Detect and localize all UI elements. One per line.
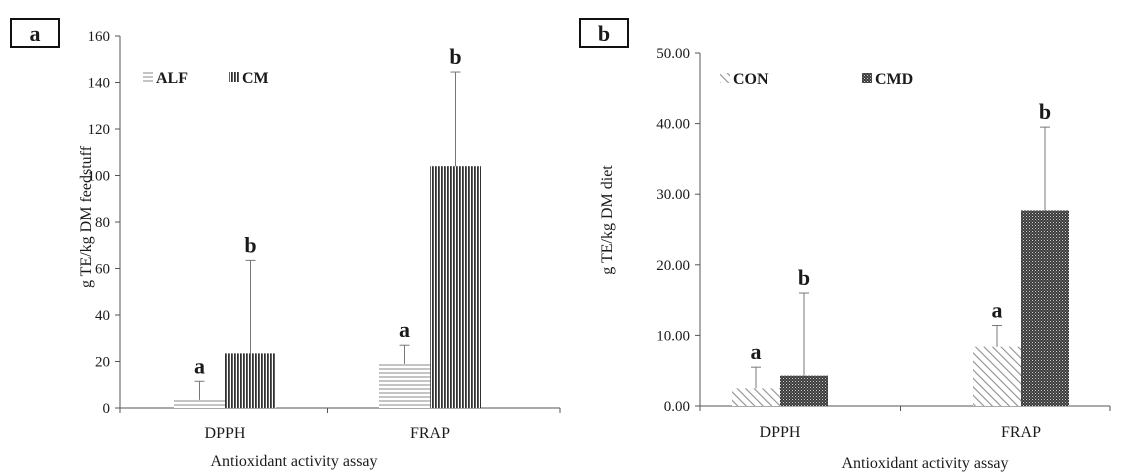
panel-b-y-axis-label: g TE/kg DM diet [599,165,616,275]
panel-a-y-tick-label: 80 [95,215,110,231]
panel-b-y-tick-label: 50.00 [656,46,690,62]
panel-b-legend-swatch [720,73,730,83]
panel-a-bar-alf [379,363,430,408]
panel-b-label-box [579,18,629,48]
panel-b-significance-letter: a [751,339,762,364]
panel-b-category-label: FRAP [1001,424,1041,441]
panel-a-legend-swatch [143,72,153,82]
panel-a-category-label: FRAP [410,425,450,442]
panel-b-y-tick-label: 30.00 [656,187,690,203]
panel-b-marks: 0.00 10.00 20.00 30.00 40.00 50.00 DPPH FRAP a a b… [656,46,1111,441]
panel-a-legend-swatch [229,72,239,82]
panel-b-y-tick-label: 0.00 [664,399,690,415]
panel-a-y-tick-label: 20 [95,355,110,371]
panel-b-bar-con [973,346,1021,406]
panel-a-category-label: DPPH [205,425,246,442]
panel-a-label-box [10,18,60,48]
panel-a-y-tick-label: 0 [103,401,111,417]
panel-a-bar-alf [174,399,225,408]
panel-a-significance-letter: b [244,232,256,257]
panel-a-y-tick-label: 100 [88,169,111,185]
panel-b-label: b [598,21,610,46]
panel-a-y-tick-label: 140 [88,76,111,92]
panel-a-significance-letter: a [399,317,410,342]
panel-a-y-tick-label: 60 [95,262,110,278]
panel-b-y-tick-label: 20.00 [656,258,690,274]
panel-a-bar-cm [225,353,276,408]
panel-b: b g TE/kg DM diet Antioxidant activity a… [579,18,1009,472]
panel-b-legend-swatch [862,73,872,83]
panel-b-significance-letter: a [992,298,1003,323]
panel-b-significance-letter: b [798,265,810,290]
panel-a-significance-letter: a [194,353,205,378]
panel-b-bar-cmd [1021,210,1069,406]
panel-a-significance-letter: b [449,44,461,69]
panel-b-legend-label: CON [733,71,769,88]
panel-b-category-label: DPPH [760,424,801,441]
panel-a-legend-label: ALF [156,70,188,87]
panel-a-marks: 0 20 40 60 80 100 120 140 160 DPPH FRAP a a b b ALF CM [88,29,561,442]
panel-b-bar-cmd [780,375,828,406]
panel-b-bar-con [732,388,780,406]
panel-b-y-tick-label: 10.00 [656,328,690,344]
panel-b-significance-letter: b [1039,99,1051,124]
panel-a-legend-label: CM [242,70,269,87]
panel-a-bar-cm [430,166,481,408]
panel-b-legend-label: CMD [875,71,913,88]
panel-a-y-tick-label: 40 [95,308,110,324]
panel-b-x-axis-label: Antioxidant activity assay [841,455,1008,472]
panel-b-y-tick-label: 40.00 [656,117,690,133]
panel-a-label: a [30,21,41,46]
panel-a-y-axis-label: g TE/kg DM feedstuff [78,145,95,288]
panel-a-y-tick-label: 160 [88,29,111,45]
panel-a-y-tick-label: 120 [88,122,111,138]
panel-a: a g TE/kg DM feedstuff Antioxidant activ… [10,18,378,470]
panel-a-x-axis-label: Antioxidant activity assay [210,453,377,470]
